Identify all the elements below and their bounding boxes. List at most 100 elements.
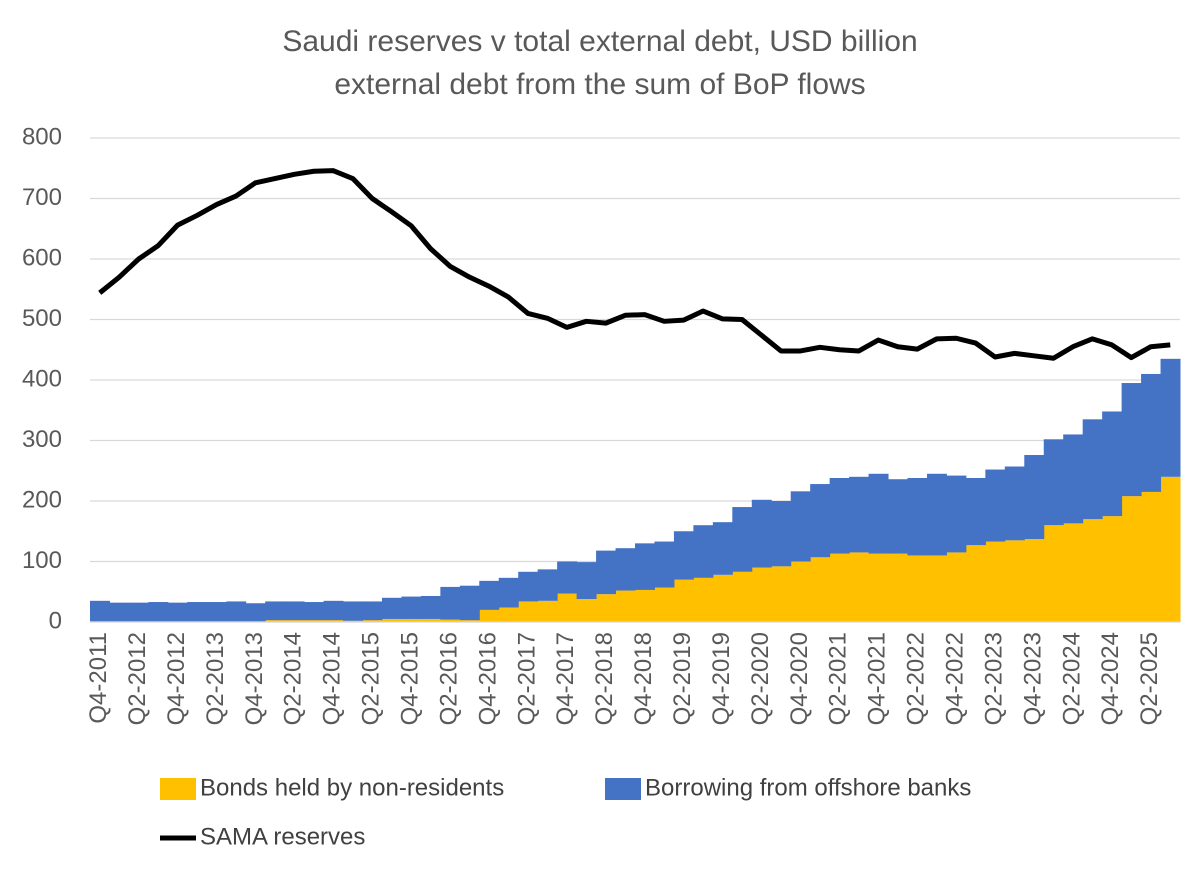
bar-segment (849, 476, 870, 553)
x-tick-label: Q2-2014 (280, 632, 307, 725)
x-tick-label: Q4-2015 (397, 632, 424, 725)
x-tick-label: Q2-2019 (669, 632, 696, 725)
bar-segment (401, 596, 422, 619)
bar-segment (751, 567, 772, 622)
bar-segment (654, 587, 675, 622)
bar-segment (926, 555, 947, 622)
x-tick-label: Q2-2021 (825, 632, 852, 725)
bar-segment (362, 601, 383, 621)
bar-segment (907, 555, 928, 622)
bar-segment (596, 594, 617, 622)
legend-label: SAMA reserves (200, 823, 365, 850)
bar-segment (1121, 383, 1142, 497)
bar-segment (888, 553, 908, 622)
bar-segment (829, 478, 850, 554)
bar-segment (1160, 358, 1181, 477)
bar-segment (265, 620, 286, 622)
bar-segment (1082, 419, 1103, 520)
bar-segment (615, 590, 636, 622)
x-tick-label: Q2-2022 (903, 632, 930, 725)
x-tick-label: Q4-2021 (864, 632, 891, 725)
bar-segment (167, 602, 188, 622)
bar-segment (304, 620, 325, 622)
bar-segment (206, 602, 227, 622)
bar-segment (440, 619, 461, 622)
y-tick-label: 600 (22, 244, 62, 271)
bar-segment (537, 569, 558, 601)
y-tick-label: 500 (22, 305, 62, 332)
bar-segment (284, 620, 305, 622)
bar-segment (459, 620, 480, 622)
legend-label: Bonds held by non-residents (200, 774, 504, 801)
bar-segment (596, 550, 617, 595)
legend-swatch (160, 778, 196, 800)
x-tick-label: Q2-2025 (1136, 632, 1163, 725)
x-tick-label: Q4-2013 (241, 632, 268, 725)
x-tick-label: Q2-2012 (124, 632, 151, 725)
bar-segment (284, 601, 305, 621)
bar-segment (615, 548, 636, 591)
bar-segment (323, 600, 344, 621)
bar-segment (926, 473, 947, 556)
bar-segment (420, 595, 441, 619)
x-tick-label: Q4-2011 (85, 632, 112, 724)
bar-segment (479, 609, 500, 622)
x-tick-label: Q4-2019 (708, 632, 735, 725)
bar-segment (965, 545, 986, 622)
bar-segment (965, 478, 986, 546)
bar-segment (187, 602, 208, 622)
bar-segment (304, 602, 325, 621)
bar-segment (128, 602, 149, 622)
y-tick-label: 200 (22, 486, 62, 513)
y-tick-label: 100 (22, 547, 62, 574)
bar-segment (985, 469, 1006, 542)
y-tick-label: 0 (49, 607, 62, 634)
bar-segment (790, 561, 811, 622)
bar-segment (635, 543, 655, 590)
chart-subtitle: external debt from the sum of BoP flows (334, 68, 865, 101)
x-tick-label: Q2-2018 (591, 632, 618, 725)
legend-label: Borrowing from offshore banks (645, 774, 971, 801)
bar-segment (712, 522, 733, 575)
bar-segment (1141, 491, 1162, 622)
bar-segment (849, 552, 870, 622)
x-tick-label: Q4-2012 (163, 632, 190, 725)
bar-segment (751, 499, 772, 568)
bar-segment (673, 579, 694, 622)
bar-segment (810, 557, 831, 622)
bar-segment (1102, 411, 1123, 517)
bar-segment (635, 589, 655, 622)
bar-segment (226, 601, 247, 622)
bar-segment (946, 475, 967, 553)
x-tick-label: Q2-2024 (1058, 632, 1085, 725)
legend-swatch (605, 778, 641, 800)
x-tick-label: Q2-2016 (435, 632, 462, 725)
bar-segment (576, 599, 597, 622)
bar-segment (1082, 519, 1103, 622)
x-tick-label: Q2-2023 (980, 632, 1007, 725)
bar-segment (946, 552, 967, 622)
y-tick-label: 400 (22, 365, 62, 392)
bar-segment (1141, 373, 1162, 492)
bar-segment (420, 618, 441, 622)
y-tick-label: 700 (22, 184, 62, 211)
bar-segment (245, 603, 266, 622)
bar-segment (557, 561, 578, 594)
bar-segment (323, 620, 344, 622)
bar-segment (985, 541, 1006, 622)
chart-title: Saudi reserves v total external debt, US… (282, 25, 917, 58)
bar-segment (381, 597, 402, 619)
x-tick-label: Q2-2020 (747, 632, 774, 725)
bar-segment (576, 562, 597, 600)
x-tick-label: Q4-2016 (474, 632, 501, 725)
x-tick-label: Q2-2017 (513, 632, 540, 725)
x-tick-label: Q2-2015 (358, 632, 385, 725)
bar-segment (790, 491, 811, 562)
bar-segment (1004, 540, 1025, 622)
bar-segment (712, 574, 733, 622)
x-tick-label: Q4-2014 (319, 632, 346, 725)
bar-segment (868, 473, 889, 554)
bar-segment (479, 580, 500, 610)
y-tick-label: 800 (22, 123, 62, 150)
